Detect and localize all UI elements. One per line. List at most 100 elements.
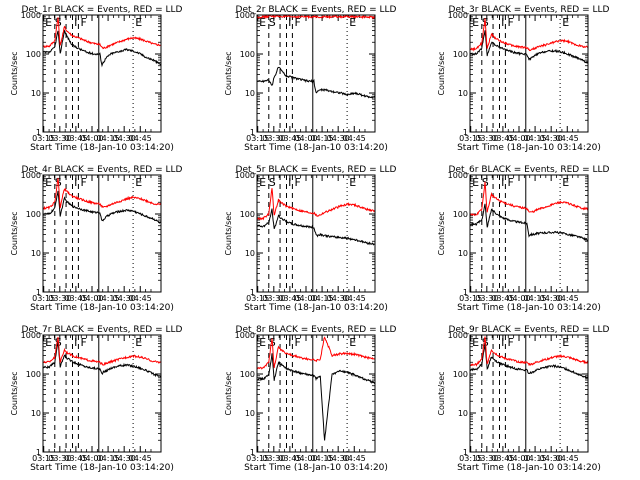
panel-det-6: Det_6r BLACK = Events, RED = LLD 1 10 100 10… bbox=[437, 165, 610, 313]
x-tick-label: 03:30 bbox=[475, 294, 498, 303]
series-line-lld bbox=[256, 188, 376, 221]
annotation-label: E bbox=[45, 176, 52, 189]
annotation-label: E bbox=[562, 176, 569, 189]
annotation-label: E bbox=[562, 336, 569, 349]
series-line-events bbox=[42, 29, 162, 68]
y-tick-label: 100 bbox=[453, 370, 468, 379]
annotation-label: E bbox=[349, 176, 356, 189]
y-tick-label: 1 bbox=[250, 448, 255, 457]
panel-det-1: Det_1r BLACK = Events, RED = LLD 1 10 100 10… bbox=[10, 5, 183, 153]
x-tick-label: 04:00 bbox=[507, 134, 530, 143]
panel-title: Det_8r BLACK = Events, RED = LLD bbox=[236, 325, 397, 335]
annotation-label: E bbox=[45, 336, 52, 349]
panel-title: Det_3r BLACK = Events, RED = LLD bbox=[449, 5, 610, 15]
y-tick-label: 1 bbox=[463, 288, 468, 297]
x-tick-label: 04:30 bbox=[113, 134, 136, 143]
x-tick-label: 03:30 bbox=[262, 134, 285, 143]
x-tick-label: 03:15 bbox=[246, 294, 269, 303]
x-tick-label: 03:15 bbox=[32, 294, 55, 303]
x-tick-label: 04:15 bbox=[97, 294, 120, 303]
x-tick-label: 03:45 bbox=[491, 454, 514, 463]
x-axis-label: Start Time (18-Jan-10 03:14:20) bbox=[30, 143, 174, 153]
x-tick-label: 03:45 bbox=[278, 454, 301, 463]
x-tick-label: 03:45 bbox=[491, 134, 514, 143]
x-tick-label: 03:45 bbox=[64, 294, 87, 303]
y-tick-label: 10 bbox=[458, 249, 468, 258]
y-tick-label: 1 bbox=[250, 288, 255, 297]
series-line-lld bbox=[256, 14, 376, 20]
x-tick-label: 04:45 bbox=[129, 454, 152, 463]
x-tick-label: 04:00 bbox=[294, 294, 317, 303]
series-line-events bbox=[42, 341, 162, 378]
panel-det-8: Det_8r BLACK = Events, RED = LLD 1 10 100 10… bbox=[224, 325, 397, 473]
panel-title: Det_7r BLACK = Events, RED = LLD bbox=[22, 325, 183, 335]
y-tick-label: 1000 bbox=[448, 331, 468, 340]
x-tick-label: 04:30 bbox=[327, 134, 350, 143]
y-tick-label: 1000 bbox=[448, 11, 468, 20]
x-tick-label: 04:00 bbox=[80, 134, 103, 143]
x-tick-label: 03:30 bbox=[475, 454, 498, 463]
annotation-label: I bbox=[501, 176, 504, 189]
annotation-label: S bbox=[269, 176, 276, 189]
x-tick-label: 04:00 bbox=[294, 454, 317, 463]
y-tick-label: 1000 bbox=[448, 171, 468, 180]
panel-title: Det_2r BLACK = Events, RED = LLD bbox=[236, 5, 397, 15]
y-axis-label: Counts/sec bbox=[224, 51, 233, 95]
x-tick-label: 04:15 bbox=[311, 134, 334, 143]
x-tick-label: 04:30 bbox=[540, 294, 563, 303]
annotation-label: E bbox=[259, 176, 266, 189]
y-tick-label: 100 bbox=[26, 50, 41, 59]
x-tick-label: 03:30 bbox=[48, 134, 71, 143]
series-line-events bbox=[469, 30, 589, 64]
annotation-label: F bbox=[295, 16, 301, 29]
panel-title: Det_9r BLACK = Events, RED = LLD bbox=[449, 325, 610, 335]
x-tick-label: 03:15 bbox=[32, 134, 55, 143]
x-tick-label: 04:45 bbox=[343, 294, 366, 303]
x-tick-label: 04:15 bbox=[524, 294, 547, 303]
x-tick-label: 04:30 bbox=[327, 294, 350, 303]
y-tick-label: 1 bbox=[36, 448, 41, 457]
x-tick-label: 04:45 bbox=[129, 294, 152, 303]
x-tick-label: 04:15 bbox=[311, 294, 334, 303]
x-tick-label: 03:30 bbox=[48, 294, 71, 303]
y-axis-label: Counts/sec bbox=[10, 371, 19, 415]
annotation-label: I bbox=[501, 336, 504, 349]
y-tick-label: 10 bbox=[458, 409, 468, 418]
y-tick-label: 100 bbox=[240, 370, 255, 379]
y-tick-label: 100 bbox=[453, 210, 468, 219]
y-tick-label: 100 bbox=[453, 50, 468, 59]
series-line-events bbox=[256, 353, 376, 441]
x-tick-label: 04:15 bbox=[311, 454, 334, 463]
x-tick-label: 03:30 bbox=[475, 134, 498, 143]
y-axis-label: Counts/sec bbox=[224, 211, 233, 255]
y-tick-label: 10 bbox=[245, 409, 255, 418]
panel-title: Det_4r BLACK = Events, RED = LLD bbox=[22, 165, 183, 175]
annotation-label: E bbox=[135, 176, 142, 189]
x-axis-label: Start Time (18-Jan-10 03:14:20) bbox=[244, 303, 388, 313]
y-axis-label: Counts/sec bbox=[437, 371, 446, 415]
annotation-label: E bbox=[472, 176, 479, 189]
y-tick-label: 10 bbox=[245, 249, 255, 258]
panel-title: Det_6r BLACK = Events, RED = LLD bbox=[449, 165, 610, 175]
y-tick-label: 1000 bbox=[21, 11, 41, 20]
series-line-lld bbox=[469, 18, 589, 52]
x-tick-label: 03:15 bbox=[32, 454, 55, 463]
x-tick-label: 03:15 bbox=[459, 454, 482, 463]
plot-frame bbox=[42, 14, 162, 133]
x-tick-label: 03:30 bbox=[48, 454, 71, 463]
y-tick-label: 1000 bbox=[21, 171, 41, 180]
panel-det-9: Det_9r BLACK = Events, RED = LLD 1 10 100 10… bbox=[437, 325, 610, 473]
x-tick-label: 04:15 bbox=[97, 454, 120, 463]
x-tick-label: 04:45 bbox=[556, 134, 579, 143]
annotation-label: F bbox=[81, 176, 87, 189]
annotation-label: E bbox=[135, 336, 142, 349]
annotation-label: E bbox=[259, 336, 266, 349]
plot-frame bbox=[256, 334, 376, 453]
x-tick-label: 04:30 bbox=[113, 294, 136, 303]
x-tick-label: 04:45 bbox=[343, 454, 366, 463]
x-tick-label: 03:30 bbox=[262, 294, 285, 303]
annotation-label: I bbox=[288, 336, 291, 349]
x-axis-label: Start Time (18-Jan-10 03:14:20) bbox=[244, 463, 388, 473]
annotation-label: E bbox=[472, 336, 479, 349]
